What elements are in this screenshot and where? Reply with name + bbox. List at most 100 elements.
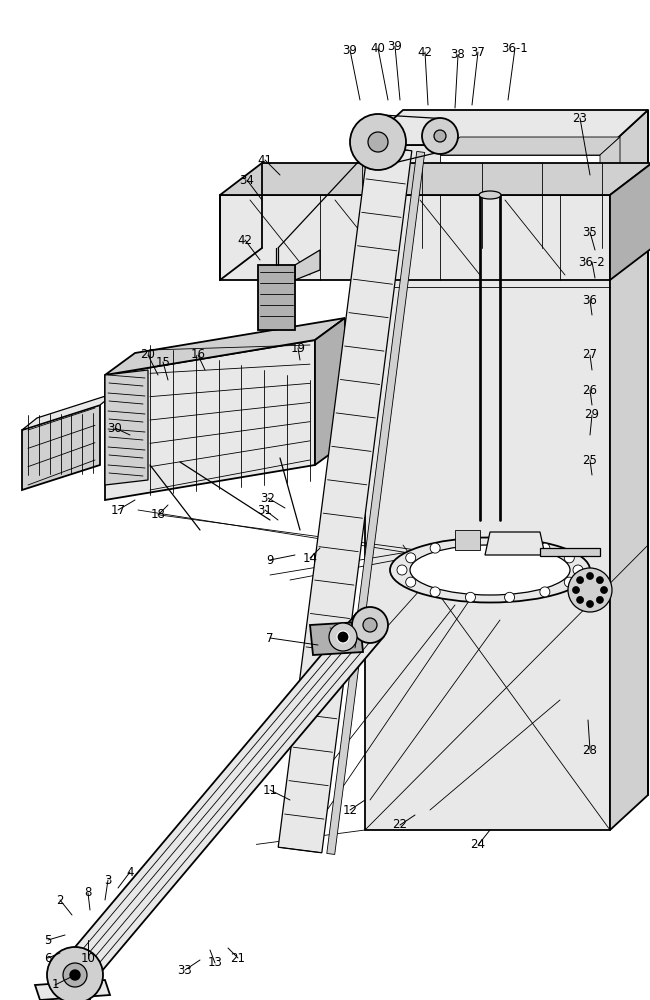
Circle shape bbox=[586, 572, 593, 580]
Circle shape bbox=[573, 586, 580, 593]
Circle shape bbox=[397, 565, 407, 575]
Text: 36: 36 bbox=[582, 294, 597, 306]
Text: 23: 23 bbox=[573, 111, 588, 124]
Polygon shape bbox=[61, 613, 384, 987]
Text: 33: 33 bbox=[177, 964, 192, 976]
Circle shape bbox=[430, 543, 440, 553]
Text: 30: 30 bbox=[108, 422, 122, 434]
Text: 16: 16 bbox=[190, 349, 205, 361]
Polygon shape bbox=[610, 110, 648, 830]
Text: 40: 40 bbox=[370, 41, 385, 54]
Text: 36-1: 36-1 bbox=[502, 41, 528, 54]
Polygon shape bbox=[485, 532, 545, 555]
Circle shape bbox=[586, 600, 593, 607]
Text: 21: 21 bbox=[231, 952, 246, 964]
Text: 39: 39 bbox=[387, 39, 402, 52]
Polygon shape bbox=[55, 975, 90, 1000]
Polygon shape bbox=[365, 145, 610, 830]
Text: 5: 5 bbox=[44, 934, 52, 946]
Circle shape bbox=[597, 596, 603, 603]
Text: 28: 28 bbox=[582, 744, 597, 756]
Text: 24: 24 bbox=[471, 838, 486, 852]
Text: 38: 38 bbox=[450, 48, 465, 62]
Text: 29: 29 bbox=[584, 408, 599, 422]
Text: 41: 41 bbox=[257, 153, 272, 166]
Text: 8: 8 bbox=[84, 886, 92, 900]
Polygon shape bbox=[610, 163, 650, 280]
Text: 26: 26 bbox=[582, 383, 597, 396]
Circle shape bbox=[564, 553, 575, 563]
Text: 15: 15 bbox=[155, 356, 170, 368]
Text: 10: 10 bbox=[81, 952, 96, 964]
Text: 42: 42 bbox=[237, 233, 252, 246]
Polygon shape bbox=[22, 393, 115, 430]
Text: 19: 19 bbox=[291, 342, 306, 355]
Text: 32: 32 bbox=[261, 491, 276, 504]
Polygon shape bbox=[310, 622, 363, 655]
Circle shape bbox=[352, 607, 388, 643]
Circle shape bbox=[573, 565, 583, 575]
Polygon shape bbox=[278, 145, 412, 853]
Polygon shape bbox=[295, 250, 320, 280]
Ellipse shape bbox=[479, 191, 501, 199]
Circle shape bbox=[422, 118, 458, 154]
Polygon shape bbox=[22, 405, 100, 490]
Text: 14: 14 bbox=[302, 552, 317, 564]
Text: 20: 20 bbox=[140, 349, 155, 361]
Ellipse shape bbox=[410, 545, 570, 595]
Text: 9: 9 bbox=[266, 554, 274, 566]
Polygon shape bbox=[327, 151, 424, 854]
Circle shape bbox=[577, 596, 584, 603]
Text: 27: 27 bbox=[582, 349, 597, 361]
Polygon shape bbox=[105, 370, 148, 485]
Polygon shape bbox=[600, 137, 620, 260]
Circle shape bbox=[329, 623, 357, 651]
Circle shape bbox=[47, 947, 103, 1000]
Text: 3: 3 bbox=[104, 874, 112, 886]
Circle shape bbox=[406, 577, 416, 587]
Circle shape bbox=[63, 963, 87, 987]
Text: 31: 31 bbox=[257, 504, 272, 516]
Text: 1: 1 bbox=[51, 978, 58, 992]
Polygon shape bbox=[220, 195, 610, 280]
Circle shape bbox=[601, 586, 608, 593]
Circle shape bbox=[368, 132, 388, 152]
Text: 13: 13 bbox=[207, 956, 222, 970]
Polygon shape bbox=[440, 137, 620, 155]
Text: 22: 22 bbox=[393, 818, 408, 832]
Polygon shape bbox=[105, 318, 345, 375]
Text: 12: 12 bbox=[343, 804, 358, 816]
Circle shape bbox=[434, 130, 446, 142]
Circle shape bbox=[564, 577, 575, 587]
Polygon shape bbox=[35, 980, 110, 1000]
Text: 6: 6 bbox=[44, 952, 52, 964]
Circle shape bbox=[540, 587, 550, 597]
Circle shape bbox=[406, 553, 416, 563]
Circle shape bbox=[430, 587, 440, 597]
Ellipse shape bbox=[390, 538, 590, 602]
Polygon shape bbox=[540, 548, 600, 556]
Text: 35: 35 bbox=[582, 226, 597, 238]
Polygon shape bbox=[258, 265, 295, 330]
Circle shape bbox=[597, 577, 603, 584]
Circle shape bbox=[568, 568, 612, 612]
Text: 39: 39 bbox=[343, 43, 358, 56]
Circle shape bbox=[337, 631, 349, 643]
Text: 11: 11 bbox=[263, 784, 278, 796]
Circle shape bbox=[577, 577, 584, 584]
Polygon shape bbox=[105, 340, 315, 500]
Text: 25: 25 bbox=[582, 454, 597, 466]
Text: 2: 2 bbox=[57, 894, 64, 906]
Circle shape bbox=[504, 538, 515, 548]
Polygon shape bbox=[455, 530, 480, 550]
Polygon shape bbox=[440, 155, 600, 260]
Text: 18: 18 bbox=[151, 508, 166, 522]
Polygon shape bbox=[365, 110, 648, 145]
Circle shape bbox=[363, 618, 377, 632]
Circle shape bbox=[70, 970, 80, 980]
Circle shape bbox=[504, 592, 515, 602]
Text: 37: 37 bbox=[471, 45, 486, 58]
Polygon shape bbox=[315, 318, 345, 465]
Circle shape bbox=[465, 592, 475, 602]
Text: 42: 42 bbox=[417, 45, 432, 58]
